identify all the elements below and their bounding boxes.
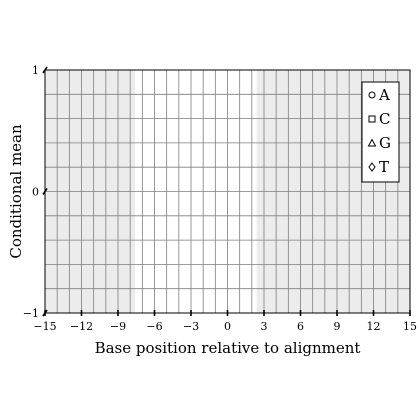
legend-marker-circle [368, 91, 376, 99]
x-tick-label: −6 [146, 320, 162, 333]
x-tick-label: 3 [261, 320, 268, 333]
legend-label-C: C [379, 110, 390, 128]
y-tick-mark [42, 309, 48, 317]
legend-label-G: G [379, 134, 391, 152]
legend-marker-diamond [368, 162, 376, 172]
x-tick-label: 9 [334, 320, 341, 333]
x-tick-label: −15 [33, 320, 56, 333]
legend-marker-square [368, 115, 376, 123]
x-axis-title: Base position relative to alignment [95, 339, 361, 357]
y-axis-title: Conditional mean [7, 124, 25, 259]
x-tick-label: 15 [403, 320, 417, 333]
y-tick-label: 0 [32, 186, 39, 199]
axis-ticks: −15 −12 −9 −6 −3 0 3 6 9 12 15 −1 0 1 [23, 64, 417, 333]
x-tick-label: −3 [183, 320, 199, 333]
y-tick-mark [42, 188, 48, 195]
x-tick-label: 0 [224, 320, 231, 333]
x-tick-label: −12 [70, 320, 93, 333]
legend-box [361, 81, 400, 183]
legend-label-A: A [378, 86, 390, 104]
legend-marker-triangle [367, 138, 377, 147]
x-tick-label: −9 [110, 320, 126, 333]
x-tick-label: 12 [367, 320, 381, 333]
y-tick-mark [42, 66, 48, 74]
y-tick-label: −1 [23, 307, 39, 320]
x-tick-label: 6 [297, 320, 304, 333]
y-tick-label: 1 [32, 64, 39, 77]
legend-label-T: T [379, 158, 389, 176]
